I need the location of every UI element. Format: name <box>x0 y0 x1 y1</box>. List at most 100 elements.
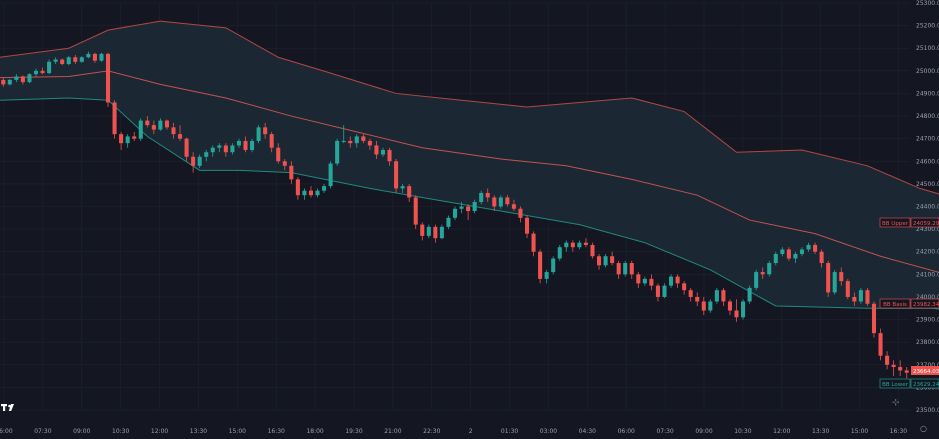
candle-body <box>544 272 549 279</box>
candle-down <box>492 195 497 212</box>
tag-value-box <box>910 298 939 309</box>
candle-up <box>315 188 320 198</box>
bb-basis-tag: BB Basis 23982.34 <box>879 298 939 309</box>
candle-body <box>669 276 674 286</box>
candle-body <box>754 272 759 288</box>
tag-name: BB Basis <box>883 302 907 308</box>
tag-name-box <box>879 217 911 228</box>
candle-body <box>505 197 510 205</box>
price-tick-label: 25000.00 <box>916 68 939 75</box>
candle-body <box>682 283 687 291</box>
price-tick-label: 24200.00 <box>916 249 939 256</box>
candle-down <box>367 138 372 150</box>
candle-body <box>452 208 458 218</box>
candle-down <box>73 55 78 65</box>
candle-body <box>20 76 25 83</box>
candle-body <box>786 249 791 259</box>
time-tick-label: 10:30 <box>734 428 751 435</box>
candle-body <box>616 263 621 275</box>
candle-up <box>472 199 477 214</box>
candle-body <box>891 364 896 368</box>
candle-body <box>898 367 903 371</box>
candle-body <box>7 79 12 85</box>
candle-body <box>92 53 97 61</box>
candle-up <box>322 183 327 193</box>
candle-body <box>492 197 497 207</box>
candle-body <box>479 192 484 202</box>
candle-body <box>741 301 746 318</box>
candle-body <box>53 59 58 62</box>
candle-body <box>688 290 693 297</box>
candle-body <box>767 263 772 275</box>
candle-down <box>171 122 176 139</box>
price-tick-label: 23700.00 <box>916 362 939 369</box>
time-tick-label: 12:00 <box>151 428 168 435</box>
candle-down <box>596 253 602 270</box>
candle-body <box>263 127 268 135</box>
candle-body <box>845 281 850 297</box>
candle-down <box>695 292 700 306</box>
time-tick-label: 18:00 <box>306 428 323 435</box>
candle-down <box>282 159 287 171</box>
tradingview-logo[interactable] <box>0 400 18 414</box>
candle-down <box>466 204 471 221</box>
candle-up <box>341 125 346 144</box>
price-tags: BB Upper 24059.29 BB Basis 23982.34 BB Lower… <box>879 217 939 389</box>
candle-body <box>367 140 372 146</box>
candle-up <box>204 149 209 162</box>
axis-settings-icon[interactable]: ○ <box>920 424 927 433</box>
tag-value: 23982.34 <box>913 302 939 308</box>
price-axis[interactable]: 23500.0023600.0023700.0023800.0023900.00… <box>916 0 939 414</box>
candle-down <box>826 260 831 297</box>
candle-body <box>217 145 222 148</box>
candle-body <box>361 136 366 141</box>
candle-body <box>1 79 6 85</box>
candle-body <box>524 217 530 234</box>
price-tick-label: 25100.00 <box>916 45 939 52</box>
candle-down <box>871 301 877 338</box>
candle-body <box>551 258 556 273</box>
candle-body <box>675 276 680 284</box>
candle-up <box>642 276 647 286</box>
candle-up <box>33 68 39 77</box>
goto-realtime-icon[interactable]: ⊹ <box>892 398 900 408</box>
candle-up <box>832 269 837 295</box>
candle-up <box>328 161 333 189</box>
candle-up <box>564 240 569 252</box>
candle-body <box>642 278 647 284</box>
candle-up <box>780 247 785 257</box>
tradingview-logo-icon <box>1 404 14 411</box>
candle-body <box>858 290 863 302</box>
candle-down <box>105 52 111 108</box>
last-price-tag: 23664.03 <box>911 366 939 375</box>
candle-down <box>760 267 765 279</box>
candle-up <box>400 183 405 193</box>
candle-body <box>708 301 713 311</box>
time-axis[interactable]: 06:00 07:30 09:00 10:30 12:00 13:30 15:00 16:30… <box>0 428 907 435</box>
candle-up <box>557 244 562 261</box>
candle-body <box>583 242 588 245</box>
candle-body <box>158 120 163 130</box>
candle-body <box>236 140 241 146</box>
candle-down <box>734 299 739 322</box>
candle-body <box>806 244 811 250</box>
candle-down <box>407 183 412 202</box>
bb-upper-tag: BB Upper 24059.29 <box>879 217 939 228</box>
candle-body <box>119 134 124 144</box>
price-tick-label: 24800.00 <box>916 113 939 120</box>
candle-up <box>858 287 863 304</box>
candle-down <box>852 292 857 306</box>
candle-body <box>721 290 726 302</box>
candle-body <box>341 140 346 142</box>
time-tick-label: 21:00 <box>384 428 401 435</box>
candle-body <box>328 163 333 187</box>
candle-down <box>813 242 818 254</box>
candle-up <box>138 118 143 141</box>
band-basis-line <box>0 70 939 273</box>
candle-up <box>754 269 759 291</box>
candle-up <box>335 138 340 166</box>
candle-down <box>191 152 196 173</box>
candle-body <box>105 53 111 103</box>
